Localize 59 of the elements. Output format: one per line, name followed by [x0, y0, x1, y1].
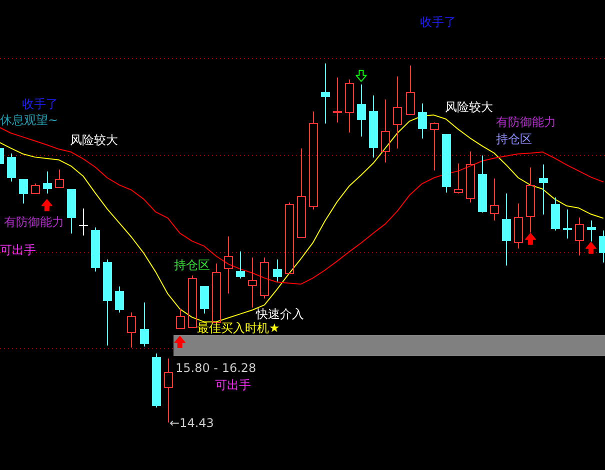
candlestick — [273, 259, 282, 282]
candlestick — [539, 164, 548, 215]
annotation: ←14.43 — [170, 416, 214, 430]
annotation: 可出手 — [0, 243, 36, 257]
annotation: 有防御能力 — [4, 215, 64, 229]
annotation: 风险较大 — [70, 133, 118, 147]
candlestick — [369, 95, 378, 158]
annotation: 最佳买入时机★ — [197, 321, 280, 335]
candlestick — [176, 308, 185, 329]
candlestick — [418, 103, 427, 139]
candlestick — [248, 257, 257, 308]
annotation: 有防御能力 — [496, 115, 556, 129]
candlestick — [140, 302, 149, 347]
candlestick — [454, 163, 463, 194]
annotation: 收手了 — [22, 97, 58, 111]
candlestick — [381, 99, 390, 163]
point — [41, 199, 52, 212]
annotation: 风险较大 — [445, 100, 493, 114]
candlestick — [466, 151, 475, 203]
text: 收手了 — [420, 15, 456, 29]
candlestick — [103, 259, 112, 346]
candlestick — [442, 134, 451, 193]
point — [585, 242, 596, 254]
candlestick — [587, 220, 596, 242]
candlestick — [526, 167, 535, 233]
candlestick — [55, 169, 64, 188]
candlestick — [345, 79, 354, 133]
candlestick — [127, 312, 136, 348]
candlestick — [19, 179, 28, 204]
candlestick — [430, 122, 439, 171]
point — [524, 232, 536, 245]
candlestick — [224, 236, 233, 294]
annotation: 持仓区 — [496, 132, 532, 146]
candlestick — [490, 178, 499, 221]
candlestick — [297, 148, 306, 238]
candlestick — [333, 77, 342, 123]
candlestick — [67, 189, 76, 234]
annotation: 持仓区 — [174, 258, 210, 272]
candlestick — [478, 155, 487, 213]
candlestick — [212, 263, 221, 323]
annotation: 可出手 — [215, 378, 251, 392]
annotation: 快速介入 — [255, 307, 304, 321]
candlestick — [43, 171, 52, 194]
candlestick — [321, 63, 330, 124]
candlestick — [514, 203, 523, 249]
candlestick — [357, 84, 366, 137]
candlestick — [502, 193, 511, 266]
band-label: 15.80 - 16.28 — [176, 361, 256, 375]
candlestick — [575, 217, 584, 256]
candlestick — [309, 111, 318, 210]
candlestick — [236, 251, 245, 279]
candlestick — [393, 76, 402, 149]
candlestick — [79, 208, 88, 236]
candlestick — [406, 65, 415, 115]
point — [356, 70, 367, 82]
candlestick — [563, 209, 572, 239]
candlestick — [200, 286, 209, 314]
point — [174, 336, 186, 348]
annotation: 休息观望~ — [0, 113, 58, 127]
